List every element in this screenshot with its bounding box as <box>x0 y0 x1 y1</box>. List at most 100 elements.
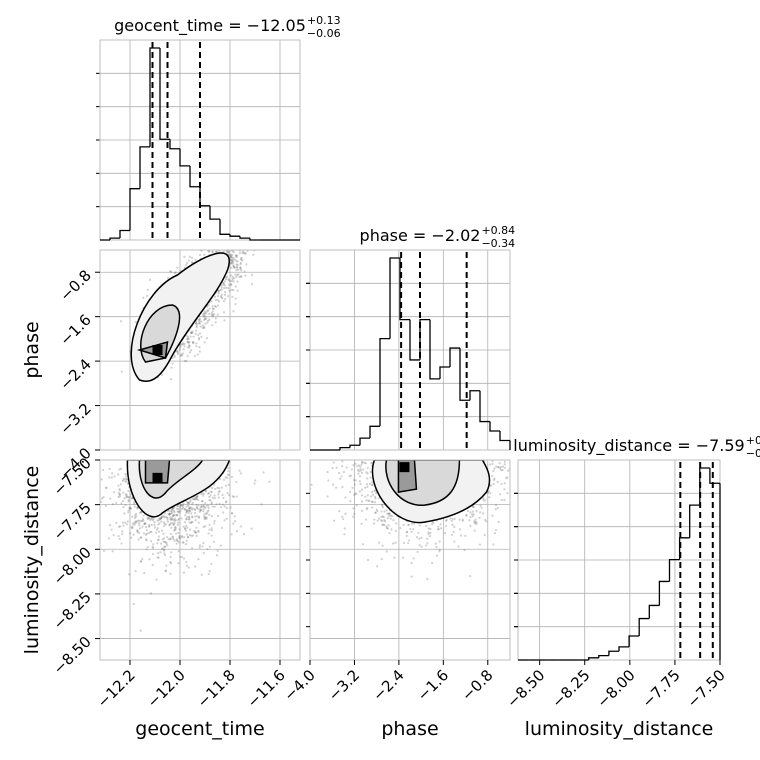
sample-point <box>385 525 388 528</box>
sample-point <box>127 498 130 502</box>
sample-point <box>121 521 125 524</box>
sample-point <box>437 525 440 528</box>
sample-point <box>212 232 214 234</box>
hist-bin-phase <box>379 337 390 427</box>
sample-point <box>161 547 164 550</box>
sample-point <box>194 321 197 324</box>
sample-point <box>163 552 166 555</box>
sample-point <box>194 258 197 261</box>
sample-point <box>173 509 176 513</box>
sample-point <box>148 525 151 528</box>
sample-point <box>151 518 154 522</box>
sample-point <box>262 471 265 474</box>
sample-point <box>128 507 131 510</box>
sample-point <box>370 461 374 464</box>
sample-point <box>496 480 499 483</box>
sample-point <box>164 523 167 526</box>
sample-point <box>118 489 122 492</box>
sample-point <box>159 517 162 520</box>
sample-point <box>131 497 134 500</box>
sample-point <box>244 252 247 255</box>
sample-point <box>182 557 186 560</box>
sample-point <box>185 264 188 267</box>
sample-point <box>352 478 356 482</box>
sample-point <box>233 277 236 280</box>
sample-point <box>170 551 173 554</box>
sample-point <box>466 457 468 459</box>
sample-point <box>464 534 467 537</box>
sample-point <box>137 538 140 541</box>
hist-bin-phase <box>469 390 480 401</box>
sample-point <box>493 467 496 470</box>
hist-bin-luminosity-distance <box>588 657 599 660</box>
sample-point <box>193 531 196 534</box>
sample-point <box>173 354 176 357</box>
sample-point <box>381 504 384 507</box>
sample-point <box>161 538 164 541</box>
sample-point <box>233 258 236 261</box>
sample-point <box>195 495 198 499</box>
sample-point <box>344 512 347 515</box>
sample-point <box>189 499 192 502</box>
sample-point <box>354 492 357 495</box>
sample-point <box>227 473 231 476</box>
sample-point <box>436 528 440 531</box>
sample-point <box>229 279 232 283</box>
sample-point <box>234 227 236 229</box>
sample-point <box>428 535 432 538</box>
sample-point <box>230 283 233 287</box>
sample-point <box>173 517 176 520</box>
sample-point <box>214 226 216 228</box>
sample-point <box>203 318 206 321</box>
title-main-phase: phase = −2.02 <box>360 226 481 245</box>
hist-bin-luminosity-distance <box>598 654 609 658</box>
sample-point <box>206 319 210 322</box>
sample-point <box>224 278 228 281</box>
sample-point <box>426 542 429 545</box>
sample-point <box>120 502 123 505</box>
hist-panel-phase <box>306 249 511 451</box>
sample-point <box>231 250 235 253</box>
sample-point <box>180 353 183 356</box>
sample-point <box>461 519 464 522</box>
sample-point <box>168 513 171 516</box>
sample-point <box>215 236 217 238</box>
y-tick-label-luminosity-distance: −8.25 <box>50 588 95 633</box>
sample-point <box>162 537 166 540</box>
sample-point <box>472 505 475 509</box>
y-tick-label-phase: −3.2 <box>56 400 94 438</box>
sample-point <box>376 565 379 568</box>
sample-point <box>136 531 139 534</box>
sample-point <box>370 481 374 484</box>
sample-point <box>205 512 209 515</box>
sample-point <box>338 472 341 475</box>
sample-point <box>224 216 226 218</box>
sample-point <box>386 527 389 530</box>
sample-point <box>427 527 430 530</box>
sample-point <box>159 551 162 554</box>
sample-point <box>183 359 186 363</box>
sample-point <box>131 525 134 528</box>
sample-point <box>491 474 494 478</box>
sample-point <box>183 527 187 531</box>
sample-point <box>445 457 447 459</box>
sample-point <box>202 510 205 513</box>
sample-point <box>188 351 192 354</box>
sample-point <box>169 537 172 540</box>
sample-point <box>185 509 189 512</box>
sample-point <box>440 527 443 530</box>
sample-point <box>174 514 177 517</box>
sample-point <box>349 490 352 494</box>
sample-point <box>188 507 191 510</box>
sample-point <box>366 506 369 510</box>
sample-point <box>233 515 236 518</box>
sample-point <box>189 500 192 503</box>
sample-point <box>420 536 423 539</box>
sample-point <box>239 266 242 270</box>
sample-point <box>371 506 374 509</box>
sample-point <box>213 238 215 240</box>
sample-point <box>195 506 198 510</box>
sample-point <box>226 247 228 249</box>
sample-point <box>134 320 137 324</box>
sample-point <box>223 237 225 239</box>
